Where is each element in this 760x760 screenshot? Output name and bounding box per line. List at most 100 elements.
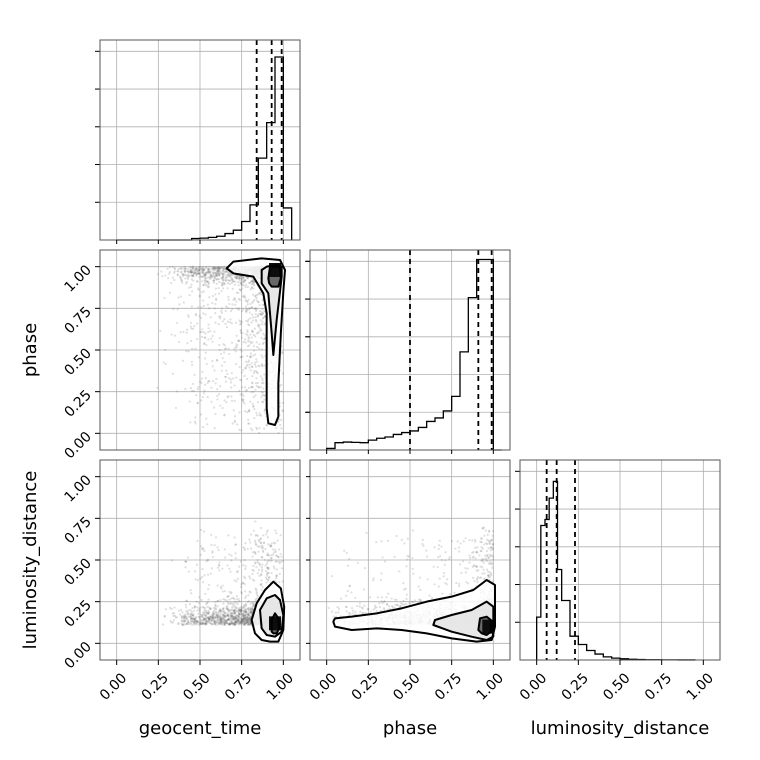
scatter-point [197, 288, 200, 291]
scatter-point [203, 549, 206, 553]
scatter-point [225, 326, 229, 329]
scatter-point [170, 621, 173, 624]
scatter-point [199, 413, 203, 416]
scatter-point [215, 282, 218, 285]
scatter-point [358, 602, 362, 605]
scatter-point [248, 344, 251, 347]
scatter-point [202, 392, 206, 395]
scatter-point [247, 422, 250, 425]
scatter-point [267, 566, 270, 569]
scatter-point [230, 395, 233, 398]
scatter-point [220, 281, 223, 284]
scatter-point [192, 279, 195, 282]
scatter-point [213, 307, 216, 310]
scatter-point [226, 320, 230, 323]
scatter-point [191, 606, 194, 610]
scatter-point [181, 273, 184, 276]
scatter-point [199, 265, 202, 268]
scatter-point [244, 567, 247, 571]
scatter-point [224, 380, 228, 383]
scatter-point [183, 273, 186, 276]
scatter-point [205, 271, 208, 274]
scatter-point [224, 305, 228, 308]
scatter-point [214, 267, 217, 270]
scatter-point [215, 359, 219, 362]
scatter-point [202, 312, 205, 315]
scatter-point [208, 380, 211, 383]
scatter-point [202, 268, 205, 271]
scatter-point [235, 598, 238, 601]
scatter-point [194, 268, 197, 272]
scatter-point [248, 538, 251, 541]
scatter-point [220, 266, 223, 269]
scatter-point [458, 563, 462, 566]
scatter-point [255, 588, 258, 591]
scatter-point [190, 271, 193, 274]
scatter-point [204, 313, 207, 316]
scatter-point [156, 386, 159, 389]
scatter-point [190, 360, 193, 363]
scatter-point [227, 298, 230, 302]
scatter-point [196, 270, 200, 273]
scatter-point [273, 567, 276, 570]
scatter-point [198, 314, 201, 318]
scatter-point [265, 423, 268, 426]
scatter-point [235, 595, 238, 598]
scatter-point [235, 362, 238, 366]
scatter-point [255, 360, 259, 363]
scatter-point [213, 369, 216, 372]
scatter-point [203, 276, 207, 280]
scatter-point [192, 609, 196, 612]
scatter-point [266, 552, 269, 555]
scatter-point [250, 533, 253, 536]
scatter-point [221, 275, 225, 278]
scatter-point [194, 273, 198, 276]
scatter-point [237, 340, 240, 343]
scatter-point [199, 528, 202, 532]
scatter-point [211, 267, 215, 270]
scatter-point [219, 613, 222, 616]
scatter-point [185, 350, 188, 353]
scatter-point [201, 268, 204, 271]
scatter-point [262, 337, 265, 341]
scatter-point [207, 379, 210, 382]
scatter-point [193, 570, 197, 573]
scatter-point [227, 617, 230, 621]
scatter-point [184, 566, 187, 569]
scatter-point [261, 356, 264, 359]
scatter-point [243, 374, 246, 378]
scatter-point [251, 280, 254, 283]
scatter-point [217, 270, 220, 273]
scatter-point [230, 559, 233, 562]
scatter-point [262, 381, 265, 385]
scatter-point [164, 362, 167, 366]
scatter-point [241, 287, 244, 290]
scatter-point [489, 560, 492, 563]
scatter-point [195, 269, 198, 273]
scatter-point [223, 318, 226, 321]
scatter-point [239, 277, 242, 280]
scatter-point [202, 268, 205, 271]
scatter-point [236, 570, 239, 573]
scatter-point [223, 266, 226, 270]
scatter-point [222, 616, 225, 620]
scatter-point [211, 359, 214, 363]
scatter-point [198, 266, 201, 269]
scatter-point [485, 549, 488, 553]
scatter-point [254, 319, 258, 322]
scatter-point [260, 588, 263, 591]
scatter-point [256, 400, 260, 404]
scatter-point [255, 371, 258, 374]
scatter-point [246, 308, 249, 311]
scatter-point [230, 619, 234, 622]
scatter-point [277, 420, 280, 423]
scatter-point [248, 359, 251, 362]
scatter-point [242, 398, 245, 401]
scatter-point [218, 280, 221, 283]
scatter-point [223, 414, 226, 417]
scatter-point [173, 270, 176, 273]
scatter-point [245, 389, 248, 392]
scatter-point [259, 542, 263, 545]
scatter-point [258, 365, 261, 368]
scatter-point [167, 277, 170, 280]
